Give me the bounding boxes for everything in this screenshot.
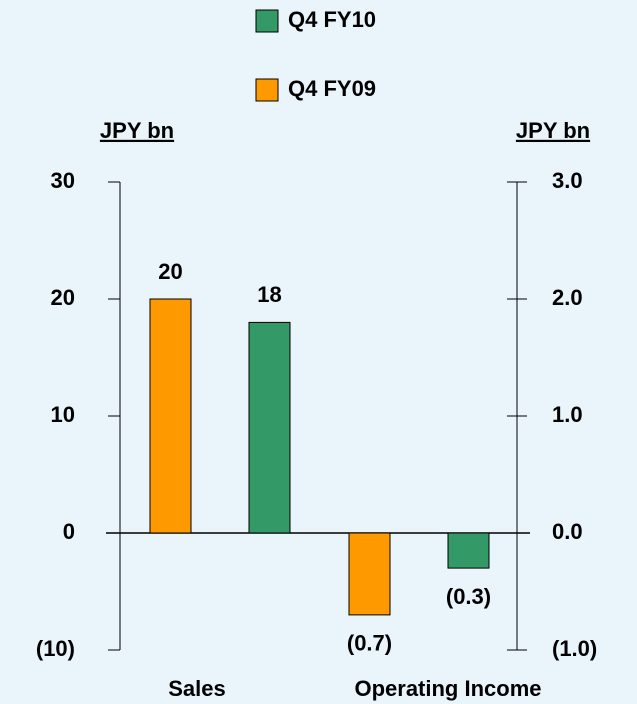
legend-swatch <box>255 78 279 102</box>
bar <box>447 532 490 569</box>
y-axis-label: JPY bn <box>100 118 174 143</box>
x-tick-label: Sales <box>168 676 226 701</box>
value-label: (0.3) <box>446 584 491 609</box>
value-label: 18 <box>257 282 281 307</box>
x-tick-label: Operating Income <box>354 676 541 701</box>
y2-axis-label: JPY bn <box>516 118 590 143</box>
legend-swatch <box>255 9 279 33</box>
value-label: (0.7) <box>347 631 392 656</box>
y-tick-label: 20 <box>51 285 75 310</box>
y-tick-label: (10) <box>36 636 75 661</box>
legend-label: Q4 FY09 <box>288 76 376 101</box>
y-tick-label: 30 <box>51 168 75 193</box>
y2-tick-label: 1.0 <box>552 402 583 427</box>
y-tick-label: 10 <box>51 402 75 427</box>
bar <box>348 532 391 616</box>
bar <box>248 321 291 534</box>
y2-tick-label: 3.0 <box>552 168 583 193</box>
y2-tick-label: 2.0 <box>552 285 583 310</box>
legend-label: Q4 FY10 <box>288 7 376 32</box>
y2-tick-label: (1.0) <box>552 636 597 661</box>
bar <box>149 298 192 534</box>
y-tick-label: 0 <box>63 519 75 544</box>
y2-tick-label: 0.0 <box>552 519 583 544</box>
value-label: 20 <box>158 259 182 284</box>
